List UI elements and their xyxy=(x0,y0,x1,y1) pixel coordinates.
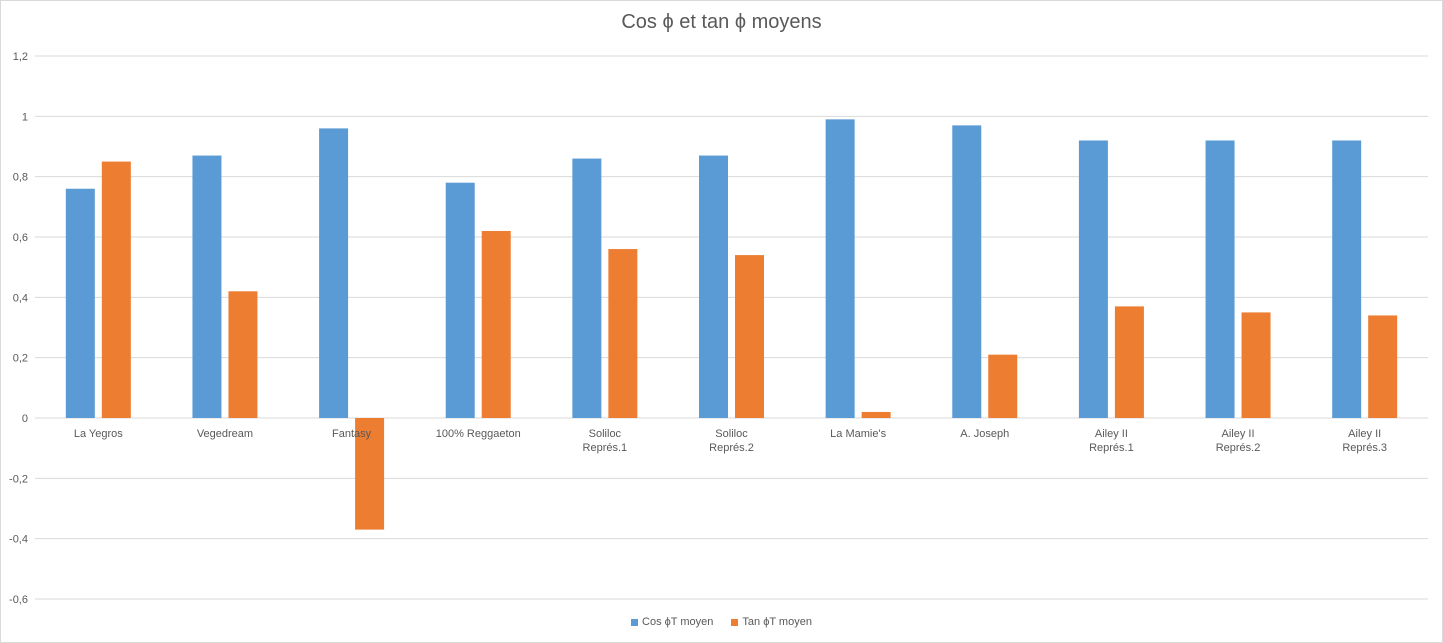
x-tick-label: La Yegros xyxy=(74,428,123,440)
legend-item-tan: Tan ϕT moyen xyxy=(731,616,812,628)
x-tick-label: Ailey II Représ.2 xyxy=(1216,428,1261,454)
y-tick-label: -0,2 xyxy=(9,473,28,485)
y-tick-label: 0,6 xyxy=(13,232,28,244)
legend-swatch-cos xyxy=(631,618,639,626)
bar-cos-4 xyxy=(572,158,602,419)
bar-cos-0 xyxy=(65,188,95,418)
bar-cos-8 xyxy=(1078,140,1108,418)
chart-title: Cos ϕ et tan ϕ moyens xyxy=(621,11,822,33)
y-tick-label: 0,8 xyxy=(13,172,28,184)
bar-cos-9 xyxy=(1205,140,1235,418)
bar-cos-6 xyxy=(825,119,855,418)
x-tick-label: Soliloc Représ.1 xyxy=(583,428,628,454)
bar-tan-10 xyxy=(1368,315,1398,418)
bar-tan-4 xyxy=(608,249,638,418)
y-tick-label: 0,4 xyxy=(13,292,28,304)
bar-cos-5 xyxy=(699,155,728,419)
bar-cos-3 xyxy=(445,182,475,418)
y-tick-label: 1 xyxy=(22,111,28,123)
y-tick-label: -0,6 xyxy=(9,594,28,606)
bar-cos-1 xyxy=(192,155,222,419)
legend-label-tan: Tan ϕT moyen xyxy=(742,616,812,628)
bar-cos-7 xyxy=(952,125,982,418)
x-tick-label: 100% Reggaeton xyxy=(436,428,521,440)
legend: Cos ϕT moyen Tan ϕT moyen xyxy=(1,616,1442,628)
x-tick-label: Ailey II Représ.1 xyxy=(1089,428,1134,454)
bar-tan-6 xyxy=(861,411,891,418)
bar-tan-1 xyxy=(228,291,258,418)
legend-swatch-tan xyxy=(731,618,739,626)
y-tick-label: 0 xyxy=(22,413,28,425)
bar-tan-7 xyxy=(988,354,1018,418)
x-tick-label: Fantasy xyxy=(332,428,372,440)
y-tick-label: 0,2 xyxy=(13,353,28,365)
bar-cos-10 xyxy=(1332,140,1362,418)
bar-tan-5 xyxy=(735,255,764,418)
x-tick-label: La Mamie's xyxy=(830,428,886,440)
bar-cos-2 xyxy=(319,128,349,418)
y-tick-label: 1,2 xyxy=(13,51,28,63)
bar-tan-2 xyxy=(355,418,385,530)
legend-item-cos: Cos ϕT moyen xyxy=(631,616,713,628)
x-tick-label: Soliloc Représ.2 xyxy=(709,428,754,454)
x-tick-label: A. Joseph xyxy=(960,428,1009,440)
legend-label-cos: Cos ϕT moyen xyxy=(642,616,714,628)
bar-tan-0 xyxy=(101,161,131,419)
bar-tan-8 xyxy=(1114,306,1144,418)
bar-tan-9 xyxy=(1241,312,1271,418)
bar-tan-3 xyxy=(481,230,511,418)
x-tick-label: Vegedream xyxy=(197,428,253,440)
x-tick-label: Ailey II Représ.3 xyxy=(1342,428,1387,454)
y-tick-label: -0,4 xyxy=(9,534,28,546)
